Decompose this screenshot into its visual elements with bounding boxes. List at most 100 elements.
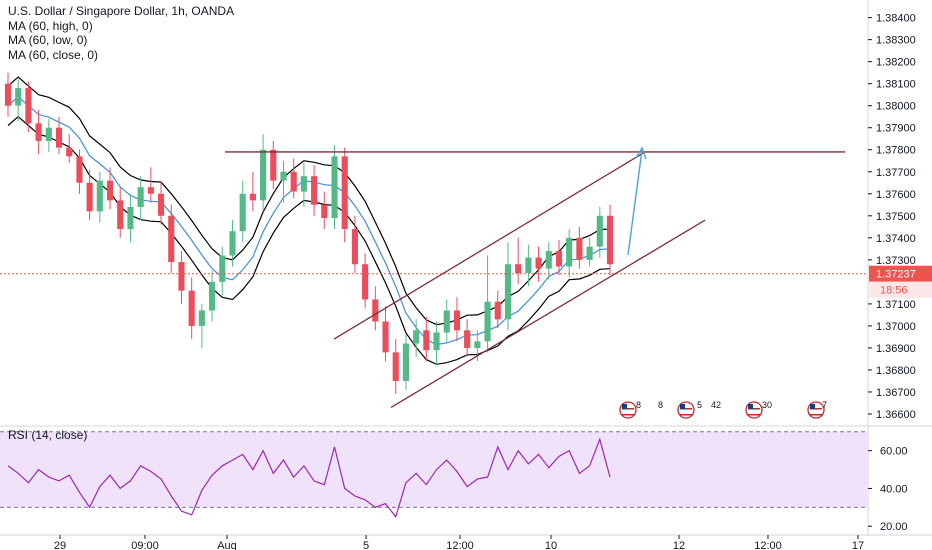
- candle-body: [86, 182, 93, 212]
- candle-body: [362, 264, 369, 300]
- y-tick-label: 1.36800: [876, 365, 916, 377]
- candle-body: [423, 330, 430, 351]
- candle-body: [290, 171, 297, 192]
- channel-lower-line: [390, 219, 706, 408]
- candle-body: [331, 156, 338, 219]
- flag-stripe: [810, 414, 822, 416]
- candle-body: [76, 156, 83, 183]
- x-tick-label: Aug: [217, 540, 237, 550]
- candle-body: [4, 83, 12, 106]
- candle-body: [576, 237, 583, 260]
- y-tick-label: 1.38000: [876, 101, 916, 113]
- candle-body: [494, 301, 501, 320]
- candle-body: [341, 156, 348, 230]
- y-tick-label: 1.37000: [876, 321, 916, 333]
- y-tick-label: 1.37500: [876, 211, 916, 223]
- candle-body: [45, 127, 52, 141]
- candle-body: [280, 171, 287, 181]
- candle-body: [270, 149, 277, 181]
- flag-stripe: [748, 408, 760, 410]
- x-tick-label: 12:00: [754, 540, 782, 550]
- candle-body: [106, 180, 114, 201]
- flag-stripe: [680, 411, 692, 413]
- candle-body: [321, 204, 328, 219]
- candle-body: [96, 180, 103, 212]
- y-tick-label: 1.38300: [876, 35, 916, 47]
- y-tick-label: 1.37800: [876, 145, 916, 157]
- us-flag-icon[interactable]: [619, 401, 637, 419]
- us-flag-icon[interactable]: [745, 401, 763, 419]
- candle-body: [566, 237, 573, 267]
- candle-body: [178, 262, 185, 291]
- rsi-tick-label: 40.00: [880, 483, 908, 495]
- flag-stripe: [680, 408, 692, 410]
- chart-legend: U.S. Dollar / Singapore Dollar, 1h, OAND…: [8, 4, 234, 62]
- candle-body: [443, 310, 450, 333]
- x-tick-label: 12: [673, 540, 685, 550]
- candle-body: [219, 255, 226, 282]
- flag-stripe: [680, 405, 692, 407]
- x-tick-label: 29: [54, 540, 66, 550]
- flag-stripe: [748, 405, 760, 407]
- flag-canton: [748, 404, 753, 409]
- candle-body: [402, 343, 409, 381]
- candle-body: [555, 251, 563, 267]
- candle-body: [117, 200, 124, 230]
- y-tick-label: 1.37900: [876, 123, 916, 135]
- flag-stripe: [810, 411, 822, 413]
- projection-arrow: [627, 149, 643, 256]
- candle-body: [413, 330, 420, 344]
- candle-body: [484, 301, 491, 342]
- y-tick-label: 1.37400: [876, 233, 916, 245]
- projection-arrow-head: [635, 146, 647, 160]
- candle-body: [188, 290, 195, 326]
- candle-body: [392, 352, 399, 381]
- candle-body: [147, 187, 154, 194]
- event-count: 8: [658, 400, 663, 410]
- flag-canton: [680, 404, 685, 409]
- ma-high-label[interactable]: MA (60, high, 0): [8, 18, 93, 33]
- candle-body: [25, 88, 32, 124]
- y-tick-label: 1.38200: [876, 57, 916, 69]
- candle-body: [464, 330, 471, 348]
- candle-body: [596, 215, 603, 247]
- flag-stripe: [622, 408, 634, 410]
- us-flag-icon[interactable]: [807, 401, 825, 419]
- rsi-legend[interactable]: RSI (14, close): [8, 428, 88, 442]
- ma-close-label[interactable]: MA (60, close, 0): [8, 47, 99, 62]
- candle-body: [249, 193, 256, 201]
- event-count: 42: [711, 400, 721, 410]
- rsi-tick-label: 20.00: [880, 521, 908, 533]
- x-tick-label: 5: [363, 540, 369, 550]
- us-flag-icon[interactable]: [677, 401, 695, 419]
- event-count: 8: [636, 400, 641, 410]
- candle-body: [504, 264, 512, 320]
- candle-body: [229, 231, 236, 256]
- candle-body: [606, 215, 614, 265]
- ma-low-label[interactable]: MA (60, low, 0): [8, 33, 88, 47]
- candle-body: [300, 176, 307, 192]
- rsi-tick-label: 60.00: [880, 446, 908, 458]
- flag-stripe: [810, 408, 822, 410]
- flag-canton: [810, 404, 815, 409]
- candle-body: [198, 310, 205, 326]
- y-tick-label: 1.37300: [876, 255, 916, 267]
- candle-body: [433, 332, 440, 351]
- candle-body: [15, 88, 22, 106]
- event-count: 7: [822, 400, 827, 410]
- candle-body: [137, 187, 144, 207]
- flag-stripe: [622, 405, 634, 407]
- candle-body: [260, 149, 267, 201]
- candle-body: [351, 229, 358, 265]
- y-tick-label: 1.37600: [876, 189, 916, 201]
- y-tick-label: 1.36700: [876, 387, 916, 399]
- last-price-label: 1.37237: [876, 269, 916, 281]
- candle-body: [372, 299, 379, 322]
- last-price-tag: [869, 265, 932, 282]
- flag-stripe: [622, 411, 634, 413]
- flag-canton: [622, 404, 627, 409]
- candle-body: [545, 251, 552, 269]
- countdown-label: 18:56: [880, 285, 908, 297]
- symbol-title[interactable]: U.S. Dollar / Singapore Dollar, 1h, OAND…: [8, 4, 235, 18]
